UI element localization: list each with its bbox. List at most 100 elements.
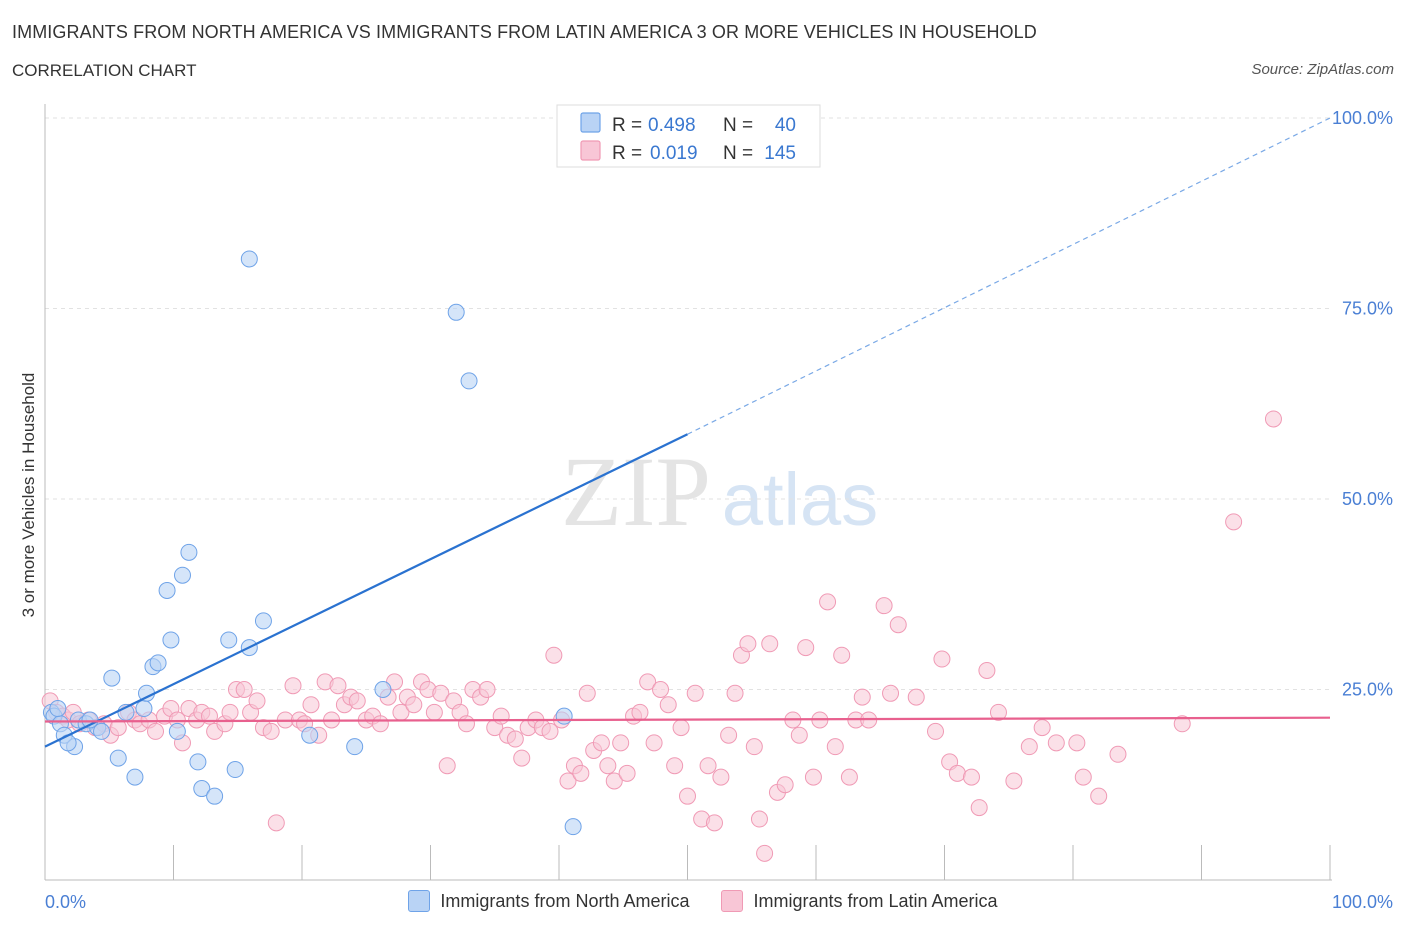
north-america-point-26	[220, 631, 238, 649]
legend-item-latin-america: Immigrants from Latin America	[721, 890, 998, 912]
latin-america-point-35	[284, 677, 302, 695]
latin-america-point-83	[605, 772, 623, 790]
latin-america-point-84	[612, 734, 630, 752]
north-america-points	[42, 250, 582, 836]
stats-swatch-pink	[580, 140, 601, 161]
north-america-point-14	[135, 700, 153, 718]
legend-swatch-pink	[721, 890, 744, 912]
y-axis-label: 3 or more Vehicles in Household	[19, 373, 38, 618]
latin-america-point-66	[492, 707, 510, 725]
latin-america-point-107	[761, 635, 779, 653]
axes	[44, 104, 1332, 881]
latin-america-point-127	[933, 650, 951, 668]
north-america-point-36	[555, 707, 573, 725]
north-america-point-19	[162, 631, 180, 649]
latin-america-point-137	[1047, 734, 1065, 752]
latin-america-point-140	[1090, 787, 1108, 805]
latin-america-point-118	[840, 768, 858, 786]
latin-america-point-30	[248, 692, 266, 710]
x-tick-label-0: 0.0%	[45, 892, 86, 912]
legend-item-north-america: Immigrants from North America	[408, 890, 689, 912]
north-america-point-34	[447, 303, 465, 321]
latin-america-point-92	[666, 757, 684, 775]
stats-legend: R = 0.498 N = 40 R = 0.019 N = 145	[556, 104, 821, 168]
y-tick-label-3: 100.0%	[1332, 108, 1393, 128]
north-america-point-13	[126, 768, 144, 786]
latin-america-point-85	[618, 764, 636, 782]
latin-america-point-125	[907, 688, 925, 706]
latin-america-point-33	[267, 814, 285, 832]
latin-america-point-94	[679, 787, 696, 805]
latin-america-point-134	[1005, 772, 1023, 790]
stats-r-label-pink: R =	[612, 143, 642, 164]
stats-n-value-pink: 145	[764, 143, 796, 164]
latin-america-point-82	[599, 757, 617, 775]
latin-america-point-78	[572, 764, 590, 782]
latin-america-point-74	[545, 646, 563, 664]
latin-america-point-93	[672, 719, 690, 737]
latin-america-point-113	[804, 768, 822, 786]
latin-america-point-89	[645, 734, 663, 752]
north-america-point-32	[346, 738, 364, 756]
source-credit: Source: ZipAtlas.com	[1251, 61, 1394, 78]
latin-america-point-142	[1173, 715, 1191, 733]
y-tick-label-1: 50.0%	[1342, 489, 1393, 509]
stats-r-value-blue: 0.498	[648, 115, 696, 136]
latin-america-point-139	[1074, 768, 1092, 786]
chart-title: IMMIGRANTS FROM NORTH AMERICA VS IMMIGRA…	[12, 22, 1037, 42]
x-tick-labels: 0.0% 100.0%	[45, 892, 1393, 912]
north-america-point-18	[158, 581, 176, 599]
latin-america-point-87	[631, 703, 649, 721]
north-america-point-37	[564, 818, 582, 836]
legend-label-latin-america: Immigrants from Latin America	[753, 890, 998, 911]
north-america-point-27	[226, 761, 244, 779]
x-tick-label-1: 100.0%	[1332, 892, 1393, 912]
latin-america-point-42	[329, 677, 347, 695]
latin-america-point-69	[513, 749, 531, 767]
latin-america-point-79	[578, 684, 596, 702]
latin-america-point-101	[726, 684, 744, 702]
legend-label-north-america: Immigrants from North America	[440, 890, 690, 911]
latin-america-point-68	[506, 730, 524, 748]
north-america-point-20	[168, 722, 186, 740]
latin-america-point-117	[833, 646, 851, 664]
gridlines	[45, 117, 1330, 690]
latin-america-point-91	[659, 696, 677, 714]
latin-america-point-120	[853, 688, 871, 706]
watermark-zip: ZIP	[561, 436, 711, 547]
latin-america-point-56	[425, 703, 443, 721]
latin-america-point-115	[819, 593, 837, 611]
bottom-legend: Immigrants from North America Immigrants…	[0, 890, 1406, 912]
latin-america-point-32	[262, 722, 280, 740]
latin-america-point-95	[686, 684, 704, 702]
north-america-trend-extension	[687, 117, 1331, 435]
north-america-point-23	[189, 753, 207, 771]
latin-america-point-15	[147, 722, 165, 740]
latin-america-point-129	[948, 764, 966, 782]
north-america-point-9	[93, 722, 111, 740]
latin-america-point-138	[1068, 734, 1086, 752]
latin-america-point-104	[745, 738, 763, 756]
stats-n-value-blue: 40	[775, 115, 796, 136]
trend-lines	[44, 117, 1331, 748]
stats-n-label-pink: N =	[723, 143, 753, 164]
north-america-point-24	[193, 780, 211, 798]
latin-america-point-105	[750, 810, 768, 828]
latin-america-point-133	[989, 703, 1007, 721]
latin-america-point-81	[592, 734, 610, 752]
latin-america-point-61	[457, 715, 475, 733]
latin-america-point-103	[739, 635, 757, 653]
north-america-point-31	[301, 726, 319, 744]
latin-america-point-76	[559, 772, 577, 790]
latin-america-point-97	[699, 757, 717, 775]
latin-america-point-10	[109, 719, 127, 737]
latin-america-trend-line	[44, 716, 1331, 723]
latin-america-point-38	[302, 696, 320, 714]
latin-america-point-90	[652, 681, 670, 698]
north-america-point-25	[206, 787, 224, 805]
latin-america-point-48	[371, 715, 389, 733]
latin-america-point-106	[756, 844, 774, 862]
latin-america-point-111	[790, 726, 808, 744]
latin-america-point-112	[797, 639, 815, 657]
latin-america-point-100	[720, 726, 738, 744]
